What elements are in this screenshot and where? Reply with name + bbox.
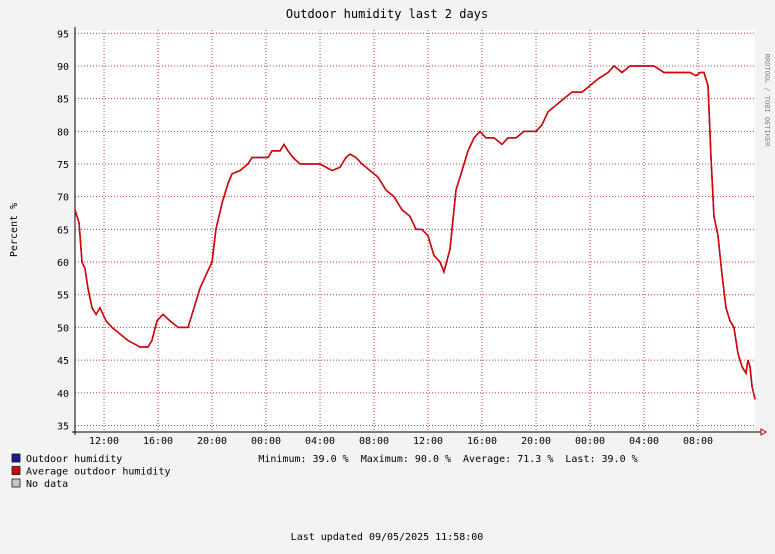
x-tick-label: 08:00 — [359, 436, 389, 447]
y-tick-label: 40 — [57, 389, 69, 400]
y-tick-label: 80 — [57, 127, 69, 138]
x-tick-label: 00:00 — [251, 436, 281, 447]
y-tick-label: 75 — [57, 160, 69, 171]
legend-label: Average outdoor humidity — [26, 467, 171, 478]
x-tick-label: 16:00 — [467, 436, 497, 447]
x-tick-label: 16:00 — [143, 436, 173, 447]
x-tick-label: 08:00 — [683, 436, 713, 447]
arrow — [760, 428, 767, 436]
y-tick-label: 90 — [57, 62, 69, 73]
x-tick-label: 04:00 — [305, 436, 335, 447]
legend-label: No data — [26, 479, 68, 490]
x-tick-label: 12:00 — [89, 436, 119, 447]
footer: Last updated 09/05/2025 11:58:00 — [291, 532, 484, 543]
y-tick-label: 45 — [57, 356, 69, 367]
y-tick-label: 65 — [57, 225, 69, 236]
y-tick-label: 55 — [57, 291, 69, 302]
y-tick-label: 35 — [57, 421, 69, 432]
x-tick-label: 20:00 — [197, 436, 227, 447]
x-tick-label: 12:00 — [413, 436, 443, 447]
y-tick-label: 60 — [57, 258, 69, 269]
y-tick-label: 50 — [57, 323, 69, 334]
y-tick-label: 70 — [57, 193, 69, 204]
y-tick-label: 85 — [57, 95, 69, 106]
x-tick-label: 00:00 — [575, 436, 605, 447]
side-label: RRDTOOL / TOBI OETIKER — [763, 54, 771, 148]
plot-area — [75, 30, 755, 432]
stats: Minimum: 39.0 % Maximum: 90.0 % Average:… — [258, 454, 637, 465]
x-tick-label: 20:00 — [521, 436, 551, 447]
x-tick-label: 04:00 — [629, 436, 659, 447]
y-tick-label: 95 — [57, 29, 69, 40]
legend-swatch — [11, 466, 21, 475]
series-line — [74, 64, 756, 400]
legend-label: Outdoor humidity — [26, 454, 122, 465]
legend-swatch — [11, 453, 21, 463]
y-axis-label: Percent % — [9, 203, 20, 257]
legend-swatch — [11, 478, 21, 488]
chart-title: Outdoor humidity last 2 days — [286, 7, 488, 21]
